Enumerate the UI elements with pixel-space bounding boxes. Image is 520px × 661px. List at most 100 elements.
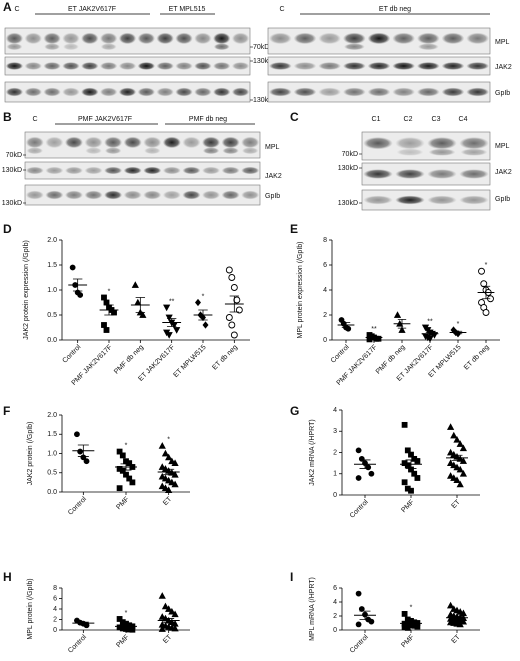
y-tick-label: 0 bbox=[323, 337, 327, 344]
x-tick-label: ET bbox=[162, 633, 174, 645]
y-tick-label: 6 bbox=[323, 262, 327, 269]
point bbox=[77, 448, 84, 455]
size-marker: 130kD bbox=[2, 167, 22, 174]
y-tick-label: 4 bbox=[333, 599, 337, 606]
lane-header: C2 bbox=[404, 116, 413, 123]
band bbox=[104, 190, 123, 200]
point bbox=[158, 625, 166, 632]
size-marker: 70kD bbox=[253, 44, 269, 51]
band bbox=[99, 32, 118, 45]
point bbox=[230, 284, 238, 291]
point bbox=[368, 618, 375, 625]
band bbox=[123, 136, 142, 149]
point bbox=[225, 266, 233, 274]
band bbox=[62, 32, 80, 45]
point bbox=[119, 467, 126, 474]
error-bar bbox=[451, 454, 463, 461]
point bbox=[168, 457, 176, 465]
point bbox=[355, 621, 362, 628]
band bbox=[293, 32, 317, 45]
size-marker: 70kD bbox=[6, 152, 22, 159]
point bbox=[158, 592, 166, 599]
y-axis-label: MPL protein expression (/GpIb) bbox=[297, 241, 304, 338]
point bbox=[446, 459, 455, 467]
band bbox=[221, 136, 240, 149]
size-marker: 130kD bbox=[2, 200, 22, 207]
protein-label: MPL bbox=[265, 144, 280, 151]
band bbox=[396, 148, 424, 156]
error-bar bbox=[369, 336, 379, 339]
band bbox=[143, 190, 162, 200]
band bbox=[84, 136, 103, 149]
band bbox=[24, 32, 42, 45]
panel-letter: D bbox=[3, 222, 12, 236]
y-tick-label: 0.0 bbox=[47, 337, 57, 344]
point bbox=[450, 431, 458, 439]
band bbox=[45, 166, 64, 175]
significance: * bbox=[457, 321, 460, 328]
band bbox=[175, 87, 193, 97]
x-tick-label: ET db neg bbox=[463, 344, 491, 372]
band bbox=[84, 166, 103, 175]
y-tick-label: 2 bbox=[53, 616, 57, 623]
band bbox=[45, 190, 64, 200]
error-bar bbox=[163, 468, 175, 476]
point bbox=[345, 325, 352, 332]
band bbox=[395, 195, 425, 205]
point bbox=[161, 474, 170, 482]
band bbox=[63, 43, 79, 51]
significance: * bbox=[167, 437, 170, 444]
point bbox=[355, 590, 362, 597]
y-tick-label: 8 bbox=[323, 237, 327, 244]
point bbox=[358, 606, 365, 612]
protein-label: GpIb bbox=[495, 90, 510, 97]
y-tick-label: 1.0 bbox=[47, 450, 57, 457]
point bbox=[404, 462, 411, 469]
point bbox=[168, 607, 176, 615]
point bbox=[401, 421, 408, 428]
band bbox=[293, 62, 317, 70]
x-tick-label: Control bbox=[67, 633, 88, 654]
band bbox=[417, 43, 439, 51]
y-tick-label: 8 bbox=[53, 585, 57, 592]
point bbox=[365, 464, 372, 471]
band bbox=[182, 166, 201, 175]
point bbox=[168, 478, 176, 486]
error-bar bbox=[198, 309, 208, 321]
band bbox=[81, 87, 99, 97]
band bbox=[459, 137, 489, 150]
band bbox=[118, 87, 137, 97]
lane-header: C3 bbox=[432, 116, 441, 123]
point bbox=[171, 624, 179, 632]
band bbox=[43, 87, 61, 97]
point bbox=[119, 452, 126, 459]
point bbox=[111, 309, 117, 316]
point bbox=[163, 304, 171, 312]
blot-strip bbox=[24, 161, 261, 180]
error-bar bbox=[397, 318, 407, 329]
error-bar bbox=[481, 285, 491, 300]
band bbox=[459, 195, 489, 205]
protein-label: JAK2 bbox=[265, 173, 282, 180]
band bbox=[162, 190, 181, 200]
lane-header: C4 bbox=[459, 116, 468, 123]
point bbox=[158, 463, 166, 470]
significance: * bbox=[125, 610, 128, 617]
band bbox=[25, 166, 44, 175]
size-marker: 130kD bbox=[338, 165, 358, 172]
band bbox=[81, 32, 99, 45]
band bbox=[81, 62, 99, 70]
point bbox=[404, 447, 411, 454]
band bbox=[213, 62, 231, 70]
band bbox=[268, 32, 292, 45]
band bbox=[144, 147, 161, 155]
blot-strip bbox=[361, 189, 491, 211]
point bbox=[355, 447, 362, 454]
band bbox=[194, 32, 212, 45]
point bbox=[129, 479, 136, 486]
y-axis-label: MPL protein (/GpIb) bbox=[27, 578, 34, 639]
point bbox=[168, 469, 176, 476]
band bbox=[202, 147, 220, 155]
lane-header: C bbox=[14, 6, 19, 13]
point bbox=[195, 298, 201, 307]
